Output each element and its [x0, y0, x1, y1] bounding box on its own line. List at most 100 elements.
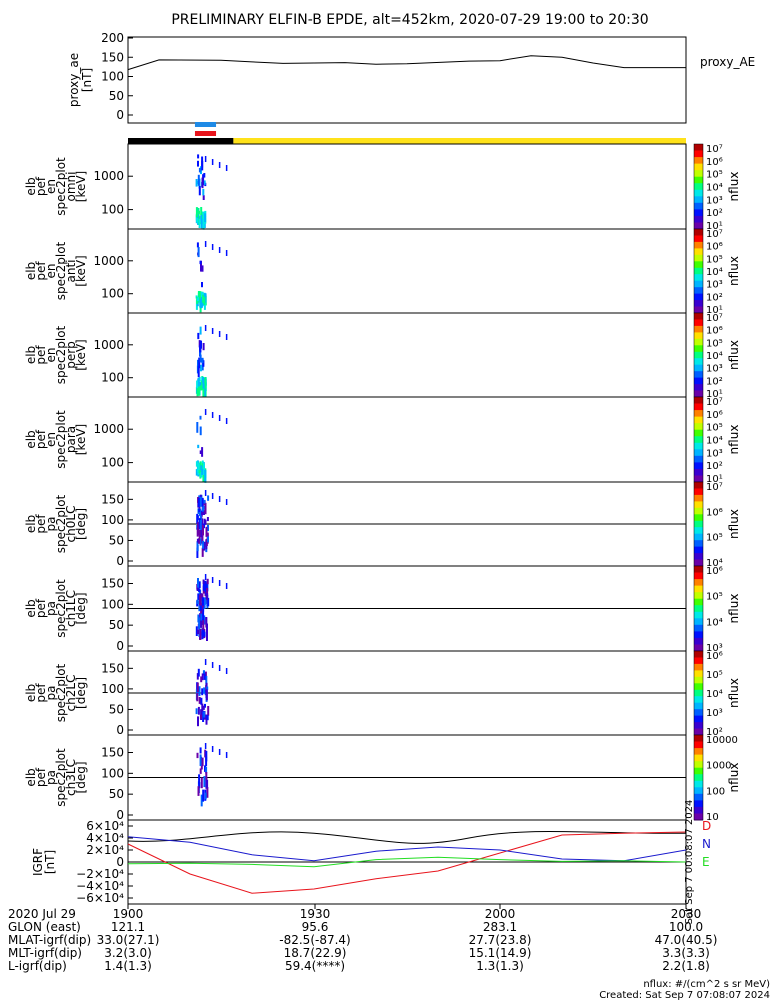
colorbar-cell [694, 767, 703, 772]
colorbar-cell [694, 144, 703, 148]
data-pixel [207, 536, 209, 543]
colorbar-cell [694, 371, 703, 375]
ytick-label: 150 [101, 50, 124, 64]
ylabel-spectrogram: elbpefpaspec2plotch1LC[deg] [24, 579, 88, 638]
data-pixel [203, 687, 206, 694]
colorbar-cell [694, 215, 703, 220]
data-pixel [201, 511, 203, 516]
colorbar-tick-label: 10⁷ [706, 313, 723, 324]
colorbar-cell [694, 715, 703, 720]
colorbar-cell [694, 806, 703, 811]
timestamp-sidebar: Sat Sep 7 00:08:07 2024 [684, 800, 695, 925]
colorbar-label: nflux [727, 425, 741, 455]
data-pixel [197, 332, 200, 340]
colorbar-cell [694, 680, 703, 684]
data-pixel [198, 628, 201, 637]
colorbar-cell [694, 559, 703, 564]
data-pixel [195, 207, 198, 218]
data-pixel [202, 620, 205, 630]
colorbar-cell [694, 504, 703, 509]
annotation-value: 283.1 [483, 920, 517, 934]
colorbar-cell [694, 147, 703, 152]
annotation-value: 18.7(22.9) [284, 946, 347, 960]
data-pixel [199, 426, 202, 436]
colorbar-cell [694, 647, 703, 652]
data-pixel [198, 294, 201, 299]
colorbar-cell [694, 406, 703, 411]
data-pixel [201, 703, 204, 712]
data-pixel [202, 583, 205, 591]
colorbar-cell [694, 436, 703, 440]
data-pixel [203, 296, 206, 305]
data-pixel [198, 186, 201, 196]
colorbar-cell [694, 501, 703, 506]
colorbar-cell [694, 254, 703, 259]
data-pixel [225, 752, 228, 758]
data-pixel [200, 794, 203, 807]
data-pixel [197, 786, 200, 796]
colorbar-frame [693, 734, 704, 821]
data-pixel [207, 706, 210, 716]
day-bar [233, 138, 686, 144]
ytick-label: 100 [101, 203, 124, 217]
igrf-E-line [127, 856, 687, 868]
ylabel-line: pef [34, 767, 48, 787]
igrf-total-line [127, 830, 687, 844]
data-pixel [207, 495, 210, 501]
ytick-label: 150 [101, 661, 124, 675]
ylabel-line: elb [24, 684, 38, 702]
colorbar-cell [694, 387, 703, 391]
colorbar-cell [694, 180, 703, 184]
annotation-value: 2000 [485, 907, 516, 921]
colorbar-cell [694, 725, 703, 729]
annotation-value: 100.0 [669, 920, 703, 934]
ytick-label: 2×10⁴ [86, 843, 124, 857]
colorbar-cell [694, 572, 703, 577]
data-pixel [199, 714, 202, 719]
colorbar-cell [694, 238, 703, 243]
colorbar-cell [694, 449, 703, 454]
colorbar-cell [694, 533, 703, 538]
colorbar-tick-label: 10² [706, 727, 723, 738]
ytick-label: 0 [116, 639, 124, 653]
data-pixel [199, 326, 202, 335]
data-pixel [198, 600, 201, 612]
data-pixel [198, 774, 201, 785]
ylabel-line: pef [34, 598, 48, 618]
colorbar-cell [694, 644, 703, 649]
colorbar-cell [694, 634, 703, 639]
colorbar-cell [694, 170, 703, 174]
colorbar-cell [694, 338, 703, 343]
data-pixel [198, 588, 201, 592]
colorbar-tick-label: 100 [706, 786, 725, 797]
colorbar-cell [694, 163, 703, 168]
igrf-N-line [127, 836, 687, 862]
ylabel-line: pa [44, 517, 58, 532]
data-pixel [202, 293, 205, 303]
data-pixel [197, 154, 200, 159]
colorbar-cell [694, 777, 703, 782]
data-pixel [199, 628, 202, 640]
colorbar-cell [694, 718, 703, 723]
colorbar-cell [694, 520, 703, 525]
data-pixel [202, 218, 205, 230]
data-pixel [205, 714, 208, 725]
ytick-label: 100 [101, 682, 124, 696]
colorbar-cell [694, 364, 703, 369]
ytick-label: 0 [116, 554, 124, 568]
data-pixel [204, 325, 207, 331]
data-pixel [211, 493, 214, 499]
data-pixel [197, 706, 200, 715]
ylabel-line: pef [34, 429, 48, 449]
colorbar-cell [694, 300, 703, 304]
ylabel-spectrogram: elbpefenspec2plotanti[keV] [24, 241, 88, 300]
footer-units: nflux: #/(cm^2 s sr MeV) [643, 979, 770, 990]
data-pixel [198, 617, 201, 629]
annotation-value: 47.0(40.5) [655, 933, 718, 947]
ytick-label: 50 [109, 787, 124, 801]
colorbar-cell [694, 641, 703, 645]
colorbar-cell [694, 390, 703, 395]
colorbar-cell [694, 400, 703, 405]
colorbar-tick-label: 10¹ [706, 305, 723, 316]
